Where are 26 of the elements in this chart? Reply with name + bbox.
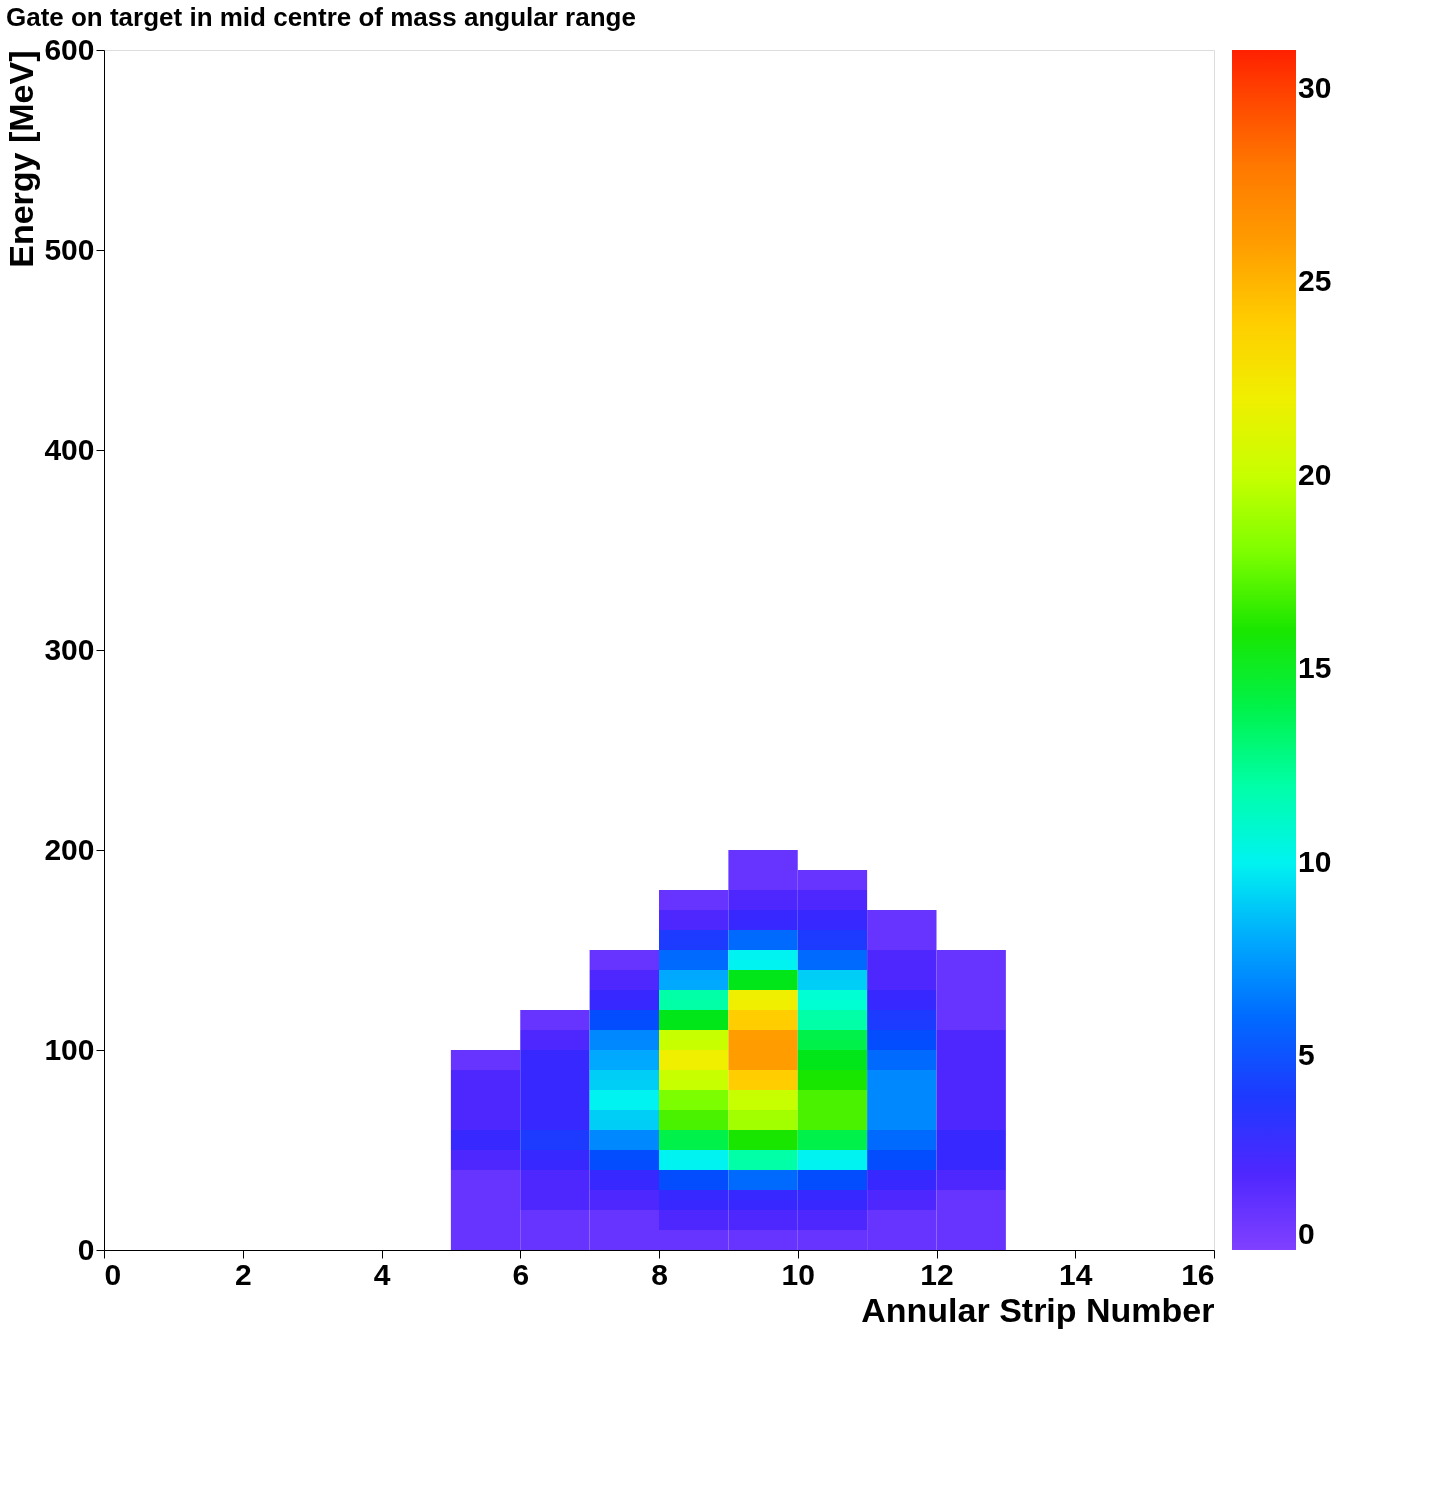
y-tick-label: 400 <box>44 432 95 466</box>
x-tick-label: 12 <box>920 1257 954 1291</box>
x-tick-label: 2 <box>234 1257 252 1291</box>
x-tick-label: 14 <box>1059 1257 1093 1291</box>
color-bar-label: 10 <box>1298 844 1332 878</box>
color-bar-label: 20 <box>1298 457 1332 491</box>
x-tick-label: 10 <box>781 1257 815 1291</box>
chart-title: Gate on target in mid centre of mass angular range <box>5 2 636 32</box>
x-tick-label: 6 <box>512 1257 530 1291</box>
y-tick-label: 500 <box>44 232 95 266</box>
x-tick-label: 16 <box>1181 1257 1215 1291</box>
x-axis-title: Annular Strip Number <box>861 1290 1215 1329</box>
color-bar-label: 0 <box>1298 1217 1315 1250</box>
y-tick-label: 200 <box>44 832 95 866</box>
color-bar-label: 15 <box>1298 651 1332 685</box>
x-tick-label: 0 <box>104 1257 122 1291</box>
x-tick-label: 4 <box>373 1257 391 1291</box>
color-bar-label: 5 <box>1298 1038 1315 1072</box>
y-axis-title: Energy [MeV] <box>2 50 41 268</box>
y-tick-label: 600 <box>44 32 95 66</box>
y-tick-label: 100 <box>44 1032 95 1066</box>
y-tick-label: 300 <box>44 632 95 666</box>
color-bar-label: 25 <box>1298 264 1332 298</box>
x-tick-label: 8 <box>651 1257 668 1291</box>
color-bar-label: 30 <box>1298 70 1332 104</box>
y-tick-label: 0 <box>77 1232 95 1266</box>
